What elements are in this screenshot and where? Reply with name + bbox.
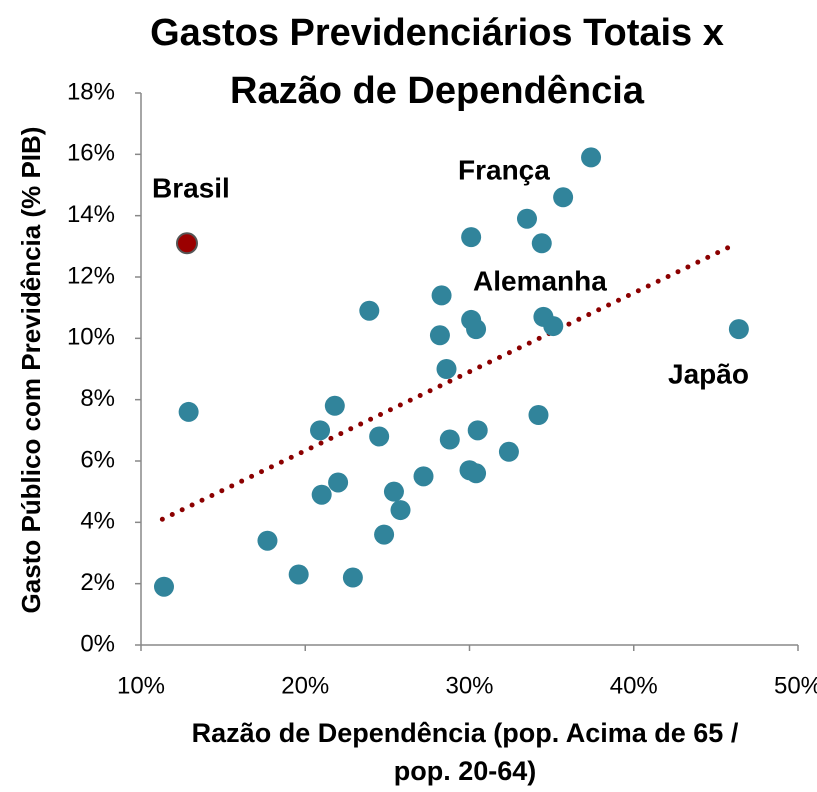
point (528, 405, 549, 425)
point (543, 316, 564, 337)
x-tick-label: 10% (117, 672, 165, 699)
point (728, 319, 749, 340)
point (436, 359, 457, 379)
y-tick-label: 16% (67, 140, 115, 167)
point (328, 472, 349, 493)
point (324, 395, 345, 416)
x-tick-label: 50% (774, 672, 817, 699)
annotation: Japão (668, 358, 749, 389)
point (516, 208, 537, 229)
point (374, 524, 395, 545)
y-tick-label: 4% (80, 508, 115, 535)
trendline (159, 240, 740, 522)
point (553, 187, 574, 208)
y-tick-label: 14% (67, 201, 115, 228)
point (369, 426, 390, 447)
point (383, 481, 404, 502)
point (439, 429, 460, 450)
annotation: França (458, 154, 550, 185)
x-tick-label: 40% (610, 672, 658, 699)
x-axis-label: pop. 20-64) (394, 756, 537, 786)
point (288, 564, 309, 585)
point (178, 401, 199, 422)
chart-title: Gastos Previdenciários Totais x (150, 12, 724, 54)
y-tick-label: 2% (80, 569, 115, 596)
highlight-point (175, 232, 198, 255)
point (310, 420, 331, 441)
point (467, 420, 488, 441)
y-tick-label: 12% (67, 262, 115, 289)
point (581, 147, 602, 168)
y-tick-label: 18% (67, 78, 115, 105)
point (257, 530, 278, 551)
y-tick-label: 10% (67, 324, 115, 351)
point (153, 576, 174, 597)
x-tick-label: 20% (281, 672, 329, 699)
chart-title: Razão de Dependência (230, 70, 645, 112)
point (498, 441, 519, 462)
point (359, 300, 380, 321)
point (390, 500, 411, 521)
point (429, 325, 450, 346)
y-axis-label: Gasto Público com Previdência (% PIB) (16, 127, 46, 614)
point (431, 285, 452, 306)
x-axis-label: Razão de Dependência (pop. Acima de 65 / (192, 718, 739, 748)
point (413, 466, 434, 487)
x-tick-label: 30% (445, 672, 493, 699)
point (311, 484, 332, 505)
y-tick-label: 8% (80, 385, 115, 412)
point (466, 319, 487, 340)
y-tick-label: 6% (80, 446, 115, 473)
point (531, 233, 552, 254)
y-tick-label: 0% (80, 630, 115, 657)
point (466, 463, 487, 484)
annotation: Alemanha (473, 265, 607, 296)
annotation: Brasil (152, 172, 230, 203)
point (342, 567, 363, 588)
point (461, 227, 482, 248)
